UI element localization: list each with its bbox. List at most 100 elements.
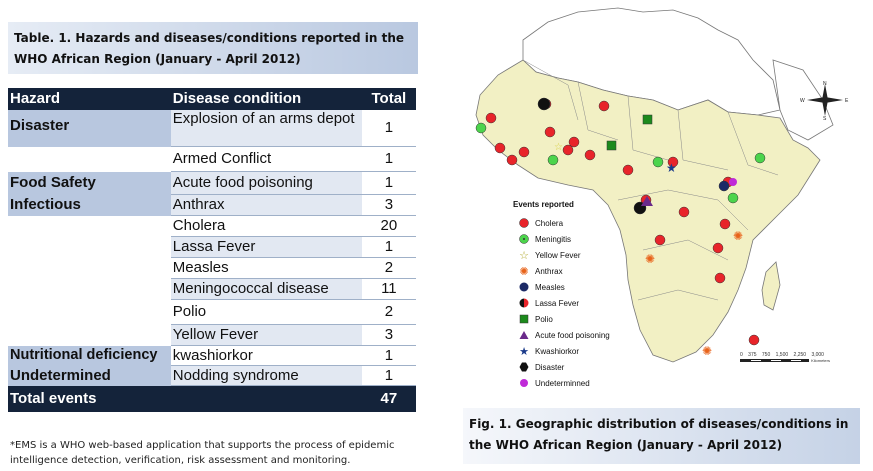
cholera-marker bbox=[678, 206, 690, 218]
figure-caption-line1: Fig. 1. Geographic distribution of disea… bbox=[469, 417, 849, 431]
scale-unit: Kilometers bbox=[811, 358, 830, 363]
total-cell: 1 bbox=[361, 110, 416, 147]
table-row: Food Safety Acute food poisoning 1 bbox=[8, 171, 416, 195]
disease-cell: Explosion of an arms depot bbox=[170, 110, 362, 147]
orange-burst-icon: ✺ bbox=[519, 265, 529, 278]
polio-marker bbox=[606, 140, 617, 151]
hazards-table: Hazard Disease condition Total Disaster … bbox=[8, 88, 416, 412]
legend-item: ☆ Yellow Fever bbox=[513, 247, 663, 263]
red-circle-icon bbox=[513, 218, 535, 228]
red-black-circle-icon bbox=[513, 298, 535, 308]
legend-item: Cholera bbox=[513, 215, 663, 231]
total-cell: 1 bbox=[361, 365, 416, 386]
legend-label: Kwashiorkor bbox=[535, 346, 580, 356]
kwashiorkor-marker: ★ bbox=[666, 161, 677, 175]
hazard-cell bbox=[8, 216, 171, 237]
cholera-marker bbox=[494, 142, 506, 154]
total-cell: 2 bbox=[361, 299, 416, 325]
total-cell: 11 bbox=[361, 278, 416, 300]
header-disease: Disease condition bbox=[170, 88, 362, 110]
black-hexagon-icon bbox=[513, 362, 535, 372]
total-cell: 1 bbox=[361, 236, 416, 258]
cholera-marker bbox=[562, 144, 574, 156]
meningitis-marker bbox=[475, 122, 487, 134]
cholera-marker bbox=[584, 149, 596, 161]
cholera-marker bbox=[719, 218, 731, 230]
yellow-fever-marker: ☆ bbox=[554, 142, 563, 153]
legend-label: Measles bbox=[535, 282, 565, 292]
legend-label: Cholera bbox=[535, 218, 564, 228]
blue-star-icon: ★ bbox=[519, 345, 529, 358]
cholera-marker bbox=[654, 234, 666, 246]
meningitis-marker bbox=[547, 154, 559, 166]
disease-cell: Acute food poisoning bbox=[170, 171, 362, 195]
compass-e: E bbox=[845, 98, 849, 104]
footer-label: Total events bbox=[8, 385, 362, 412]
table-row: Cholera 20 bbox=[8, 215, 416, 237]
table-row: Disaster Explosion of an arms depot 1 bbox=[8, 110, 416, 147]
food-poisoning-marker bbox=[641, 196, 653, 206]
table-row: Measles 2 bbox=[8, 257, 416, 279]
disease-cell: Measles bbox=[170, 257, 362, 279]
table-row: Yellow Fever 3 bbox=[8, 324, 416, 346]
green-square-icon bbox=[513, 314, 535, 324]
total-cell: 2 bbox=[361, 257, 416, 279]
legend-item: Disaster bbox=[513, 359, 663, 375]
legend-label: Lassa Fever bbox=[535, 298, 580, 308]
hazard-cell bbox=[8, 279, 171, 300]
legend-item: Acute food poisoning bbox=[513, 327, 663, 343]
hazard-cell: Undetermined bbox=[8, 365, 171, 386]
cholera-marker bbox=[667, 156, 679, 168]
hazard-cell bbox=[8, 325, 171, 346]
table-footer-row: Total events 47 bbox=[8, 385, 416, 412]
legend-label: Disaster bbox=[535, 362, 565, 372]
meningitis-marker bbox=[652, 156, 664, 168]
map-svg: ★ ✺ ✺ ✺ ☆ bbox=[475, 7, 834, 363]
map-scale-bar: 0 375 750 1,500 2,250 3,000 Kilometers bbox=[740, 352, 830, 363]
table-row: Undetermined Nodding syndrome 1 bbox=[8, 365, 416, 386]
legend-item: ★ Kwashiorkor bbox=[513, 343, 663, 359]
scale-label: 750 bbox=[761, 352, 771, 358]
table-row: Meningococcal disease 11 bbox=[8, 278, 416, 300]
scale-label: 2,250 bbox=[793, 352, 807, 358]
scale-labels: 0 375 750 1,500 2,250 3,000 bbox=[740, 352, 824, 358]
disease-cell: Armed Conflict bbox=[170, 146, 362, 172]
table-row: Lassa Fever 1 bbox=[8, 236, 416, 258]
africa-map: ★ ✺ ✺ ✺ ☆ bbox=[428, 0, 873, 405]
compass-rose: N S E W bbox=[797, 80, 853, 125]
green-dot-circle-icon bbox=[513, 234, 535, 244]
cholera-marker bbox=[598, 100, 610, 112]
disease-cell: Meningococcal disease bbox=[170, 278, 362, 300]
total-cell: 20 bbox=[361, 215, 416, 237]
cholera-marker bbox=[714, 272, 726, 284]
disease-cell: Lassa Fever bbox=[170, 236, 362, 258]
legend-label: Undeterminned bbox=[535, 378, 590, 388]
hazard-cell: Nutritional deficiency bbox=[8, 345, 171, 366]
anthrax-marker: ✺ bbox=[645, 252, 655, 266]
compass-s: S bbox=[823, 116, 827, 120]
legend-item: Measles bbox=[513, 279, 663, 295]
hazard-cell bbox=[8, 300, 171, 325]
arabia-region bbox=[772, 59, 834, 141]
disease-cell: Anthrax bbox=[170, 194, 362, 216]
table-row: Nutritional deficiency kwashiorkor 1 bbox=[8, 345, 416, 366]
undetermined-marker bbox=[729, 178, 737, 186]
legend-item: Meningitis bbox=[513, 231, 663, 247]
polio-marker bbox=[642, 114, 653, 125]
total-cell: 1 bbox=[361, 345, 416, 366]
legend-label: Polio bbox=[535, 314, 553, 324]
figure-caption-box: Fig. 1. Geographic distribution of disea… bbox=[463, 408, 860, 464]
table-row: Polio 2 bbox=[8, 299, 416, 325]
cholera-marker bbox=[518, 146, 530, 158]
header-total: Total bbox=[361, 88, 416, 110]
cholera-marker bbox=[506, 154, 518, 166]
cholera-marker bbox=[712, 242, 724, 254]
hazard-cell: Disaster bbox=[8, 110, 171, 147]
table-title-line2: WHO African Region (January - April 2012… bbox=[14, 52, 301, 66]
cholera-marker bbox=[568, 136, 580, 148]
header-hazard: Hazard bbox=[8, 88, 171, 110]
navy-circle-icon bbox=[513, 282, 535, 292]
legend-item: ✺ Anthrax bbox=[513, 263, 663, 279]
scale-bar-row: Kilometers bbox=[740, 358, 830, 363]
table-row: Infectious Anthrax 3 bbox=[8, 194, 416, 216]
